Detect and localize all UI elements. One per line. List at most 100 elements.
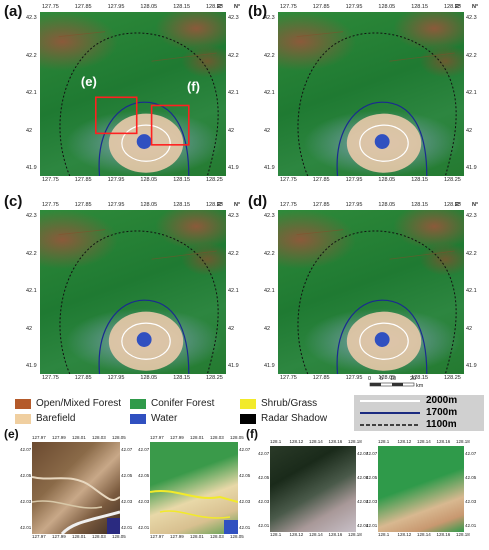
x-unit-d: E° <box>455 202 461 208</box>
y-tick-a-right: 42.3 <box>228 15 239 21</box>
x-tick-b-top: 127.75 <box>280 4 297 10</box>
x-tick-c-bottom: 127.85 <box>74 375 92 381</box>
inset-e-satellite-image <box>32 442 120 534</box>
legend-swatch-barefield <box>15 413 31 424</box>
x-tick-a-bottom: 128.05 <box>140 177 158 183</box>
inset_f-y-tick: 42.05 <box>357 475 369 480</box>
inset_f-y-tick: 42.01 <box>258 523 270 528</box>
y-tick-b-right: 41.9 <box>466 165 477 171</box>
x-tick-a-top: 128.25 <box>206 4 223 10</box>
map-image-c <box>40 210 226 374</box>
inset_f-x-tick: 128.16 <box>436 439 451 444</box>
legend-swatch-radar-shadow <box>240 413 256 424</box>
y-tick-a-right: 41.9 <box>228 165 239 171</box>
x-tick-d-bottom: 127.75 <box>280 375 297 381</box>
y-tick-c-right: 41.9 <box>228 363 239 369</box>
y-tick-c-left: 42 <box>26 325 33 332</box>
inset_f-x-tick: 128.14 <box>417 439 431 444</box>
x-tick-b-top: 127.95 <box>345 4 363 10</box>
inset_e-y-tick: 42.03 <box>239 499 251 504</box>
inset_e-x-tick: 128.05 <box>112 534 126 539</box>
y-tick-b-right: 42 <box>466 127 473 134</box>
inset_e-x-tick: 127.97 <box>150 534 164 539</box>
inset_f-y-tick: 42.01 <box>366 523 378 528</box>
x-tick-a-bottom: 128.15 <box>173 177 191 183</box>
map-image-b <box>278 12 464 176</box>
y-unit-d: N° <box>472 202 479 208</box>
x-tick-a-top: 127.75 <box>42 4 59 10</box>
x-tick-c-bottom: 127.75 <box>42 375 59 381</box>
legend-label-radar-shadow: Radar Shadow <box>261 413 328 424</box>
y-tick-b-left: 41.9 <box>264 165 275 171</box>
panel-label-e: (e) <box>4 427 19 441</box>
y-tick-d-right: 42.3 <box>466 213 477 219</box>
inset_f-y-tick: 42.03 <box>258 499 270 504</box>
y-tick-a-left: 42.1 <box>26 90 37 96</box>
inset_f-x-tick: 128.1 <box>270 532 282 537</box>
legend-label-barefield: Barefield <box>36 413 76 424</box>
legend-label-shrub: Shrub/Grass <box>261 398 318 409</box>
inset_e-x-tick: 128.03 <box>210 435 224 440</box>
y-tick-b-right: 42.2 <box>466 52 477 59</box>
contour-legend: 2000m 1700m 1100m <box>354 395 484 431</box>
panel-label-b: (b) <box>248 3 268 20</box>
inset_e-x-tick: 127.97 <box>150 435 164 440</box>
panel-label-c: (c) <box>4 193 23 210</box>
map-image-d <box>278 210 464 374</box>
x-tick-b-bottom: 127.85 <box>312 177 330 183</box>
legend-label-water: Water <box>151 413 178 424</box>
legend-swatch-water <box>130 413 146 424</box>
inset_e-y-tick: 42.07 <box>121 447 133 452</box>
inset_f-x-tick: 128.14 <box>309 439 323 444</box>
inset_e-x-tick: 127.99 <box>170 534 184 539</box>
x-tick-b-top: 128.15 <box>411 4 429 10</box>
x-tick-d-top: 127.75 <box>280 202 297 208</box>
inset_e-x-tick: 128.03 <box>210 534 224 539</box>
x-unit-a: E° <box>217 4 223 10</box>
inset_f-x-tick: 128.12 <box>397 532 412 537</box>
y-tick-c-left: 42.3 <box>26 213 37 219</box>
y-tick-d-right: 42 <box>466 325 473 332</box>
x-tick-a-bottom: 127.75 <box>42 177 59 183</box>
inset_e-y-tick: 42.01 <box>121 525 133 530</box>
inset_e-x-tick: 128.01 <box>72 435 86 440</box>
x-tick-c-top: 127.95 <box>107 202 125 208</box>
y-tick-a-left: 42.3 <box>26 15 37 21</box>
y-tick-c-left: 42.1 <box>26 288 37 294</box>
inset_e-y-tick: 42.05 <box>20 473 32 478</box>
x-tick-b-top: 128.25 <box>444 4 461 10</box>
inset_e-y-tick: 42.05 <box>121 473 133 478</box>
inset_e-x-tick: 128.05 <box>230 435 244 440</box>
x-tick-c-top: 127.85 <box>74 202 92 208</box>
inset_e-y-tick: 42.03 <box>121 499 133 504</box>
inset_f-y-tick: 42.07 <box>465 451 477 456</box>
inset_e-x-tick: 127.99 <box>52 534 66 539</box>
panel-label-f: (f) <box>246 427 258 441</box>
y-tick-a-left: 42 <box>26 127 33 134</box>
y-tick-c-right: 42.1 <box>228 288 239 294</box>
inset_f-x-tick: 128.12 <box>289 532 304 537</box>
panel-label-d: (d) <box>248 193 268 210</box>
legend-item-open-forest: Open/Mixed Forest <box>15 398 121 409</box>
y-tick-a-right: 42.2 <box>228 52 239 59</box>
x-tick-a-top: 127.85 <box>74 4 92 10</box>
box-label-e: (e) <box>80 74 97 90</box>
y-tick-c-right: 42.3 <box>228 213 239 219</box>
inset_e-x-tick: 128.01 <box>72 534 86 539</box>
legend-item-shrub: Shrub/Grass <box>240 398 317 409</box>
y-tick-c-left: 42.2 <box>26 250 37 257</box>
inset_f-y-tick: 42.03 <box>366 499 378 504</box>
x-tick-d-top: 127.95 <box>345 202 363 208</box>
legend-item-conifer: Conifer Forest <box>130 398 214 409</box>
x-tick-c-top: 128.25 <box>206 202 223 208</box>
x-tick-c-bottom: 128.05 <box>140 375 158 381</box>
inset_e-x-tick: 127.97 <box>32 534 46 539</box>
y-tick-a-right: 42 <box>228 127 235 134</box>
inset-f-satellite-image <box>270 446 356 532</box>
x-tick-c-bottom: 127.95 <box>107 375 125 381</box>
contour-label-1100: 1100m <box>426 419 457 430</box>
box-label-f: (f) <box>186 79 200 95</box>
inset_e-y-tick: 42.07 <box>20 447 32 452</box>
inset_e-x-tick: 128.01 <box>190 534 204 539</box>
inset_f-x-tick: 128.14 <box>309 532 323 537</box>
